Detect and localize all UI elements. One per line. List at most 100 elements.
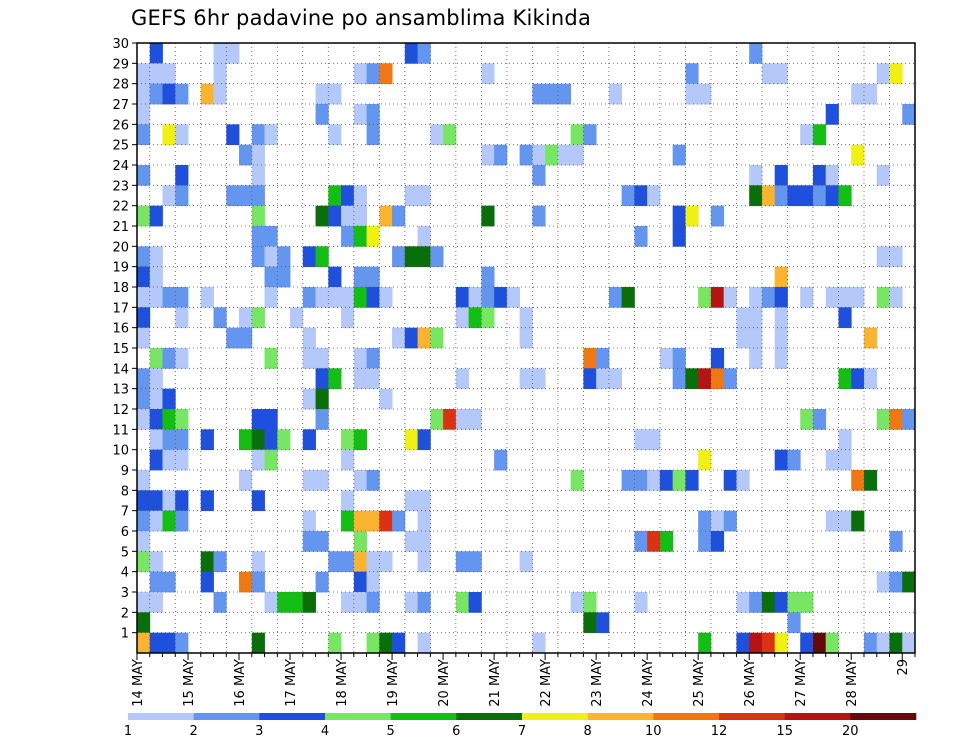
heatmap-cell — [532, 83, 546, 105]
heatmap-cell — [774, 165, 788, 186]
y-tick-label: 23 — [112, 179, 129, 194]
y-tick-label: 13 — [112, 383, 129, 398]
y-tick-label: 17 — [112, 301, 129, 316]
heatmap-cell — [583, 368, 597, 390]
heatmap-cell — [264, 348, 278, 369]
x-tick-label: 28 MAY — [845, 659, 860, 707]
heatmap-cell — [315, 409, 329, 430]
heatmap-cell — [621, 287, 635, 308]
y-tick-label: 15 — [112, 342, 129, 357]
heatmap-cells — [137, 43, 916, 654]
heatmap-cell — [162, 124, 176, 146]
heatmap-cell — [417, 226, 431, 247]
heatmap-cell — [736, 307, 750, 329]
heatmap-cell — [239, 144, 253, 166]
heatmap-cell — [698, 510, 712, 532]
y-tick-label: 24 — [112, 159, 129, 174]
heatmap-cell — [685, 368, 699, 390]
heatmap-cell — [137, 246, 151, 268]
heatmap-cell — [838, 368, 852, 390]
heatmap-cell — [851, 368, 865, 390]
heatmap-cell — [812, 185, 827, 207]
heatmap-cell — [137, 368, 151, 390]
heatmap-cell — [455, 287, 469, 308]
legend-swatch — [719, 713, 785, 720]
heatmap-cell — [774, 449, 788, 471]
heatmap-cell — [545, 83, 559, 105]
heatmap-cell — [774, 348, 788, 369]
color-legend: 1 2 3 4 5 6 7 8 10 12 15 20 — [124, 713, 917, 739]
heatmap-cell — [532, 632, 546, 654]
heatmap-cell — [226, 327, 240, 349]
heatmap-cell — [341, 490, 355, 512]
heatmap-cell — [710, 348, 725, 369]
heatmap-cell — [468, 551, 482, 573]
heatmap-cell — [328, 287, 342, 308]
heatmap-cell — [302, 592, 316, 613]
heatmap-cell — [723, 510, 737, 532]
heatmap-cell — [685, 83, 699, 105]
heatmap-cell — [774, 307, 788, 329]
heatmap-cell — [468, 592, 482, 613]
heatmap-cell — [175, 165, 189, 186]
heatmap-cell — [137, 104, 151, 125]
heatmap-cell — [137, 592, 151, 613]
heatmap-cell — [851, 470, 865, 491]
y-tick-label: 30 — [112, 37, 129, 52]
heatmap-cell — [379, 632, 393, 654]
heatmap-cell — [749, 592, 763, 613]
y-tick-label: 27 — [112, 98, 129, 113]
heatmap-cell — [149, 571, 163, 593]
heatmap-cell — [723, 368, 737, 390]
heatmap-cell — [417, 429, 431, 451]
x-tick-label: 15 MAY — [182, 659, 197, 707]
heatmap-cell — [417, 531, 431, 552]
heatmap-cell — [838, 510, 852, 532]
legend-label: 15 — [776, 724, 793, 739]
heatmap-cell — [239, 327, 253, 349]
heatmap-cell — [162, 63, 176, 85]
heatmap-cell — [137, 63, 151, 85]
heatmap-cell — [149, 551, 163, 573]
heatmap-cell — [149, 510, 163, 532]
y-tick-label: 1 — [121, 627, 129, 642]
heatmap-cell — [162, 632, 176, 654]
heatmap-cell — [137, 632, 151, 654]
heatmap-cell — [417, 490, 431, 512]
heatmap-cell — [137, 266, 151, 288]
heatmap-cell — [800, 592, 814, 613]
heatmap-cell — [851, 510, 865, 532]
y-tick-label: 4 — [121, 566, 129, 581]
legend-swatch — [456, 713, 523, 720]
x-tick-label: 16 MAY — [233, 659, 248, 707]
heatmap-cell — [749, 43, 763, 64]
heatmap-cell — [468, 287, 482, 308]
x-tick-label: 29 — [896, 659, 911, 676]
heatmap-cell — [251, 429, 265, 451]
legend-label: 4 — [321, 724, 329, 739]
heatmap-cell — [264, 449, 278, 471]
heatmap-cell — [608, 83, 623, 105]
heatmap-cell — [863, 632, 878, 654]
heatmap-cell — [175, 83, 189, 105]
legend-swatch — [325, 713, 391, 720]
heatmap-cell — [557, 83, 572, 105]
heatmap-cell — [392, 510, 406, 532]
x-tick-label: 22 MAY — [539, 659, 554, 707]
y-tick-label: 26 — [112, 118, 129, 133]
heatmap-cell — [149, 490, 163, 512]
heatmap-cell — [239, 470, 253, 491]
heatmap-cell — [647, 531, 661, 552]
heatmap-cell — [876, 246, 890, 268]
heatmap-cell — [800, 185, 814, 207]
heatmap-cell — [570, 144, 584, 166]
heatmap-cell — [162, 429, 176, 451]
heatmap-cell — [494, 449, 508, 471]
heatmap-cell — [876, 632, 890, 654]
heatmap-cell — [698, 449, 712, 471]
heatmap-cell — [353, 63, 367, 85]
heatmap-cell — [137, 612, 151, 634]
heatmap-cell — [481, 144, 495, 166]
heatmap-cell — [239, 307, 253, 329]
heatmap-cell — [392, 205, 406, 227]
